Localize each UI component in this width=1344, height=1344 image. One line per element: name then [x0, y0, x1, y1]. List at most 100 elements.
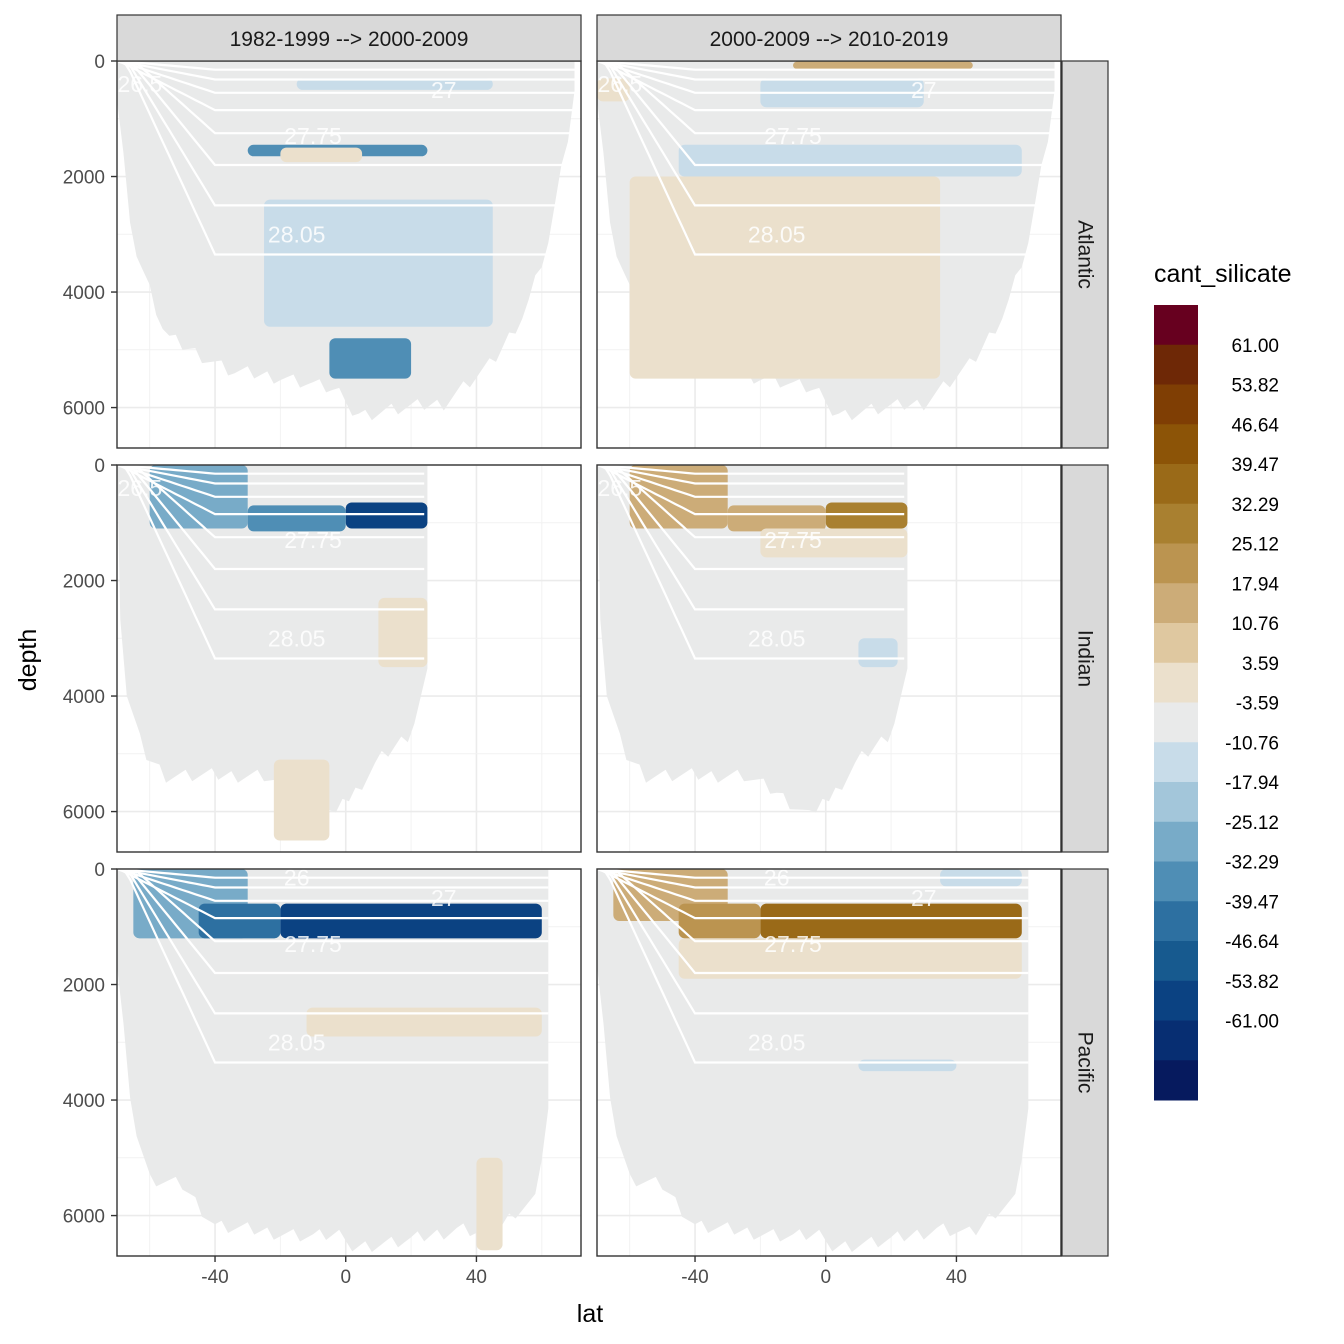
anomaly-feature [198, 903, 281, 939]
legend-label: 61.00 [1231, 336, 1279, 357]
panel-border [116, 868, 582, 1257]
legend-label: -53.82 [1225, 972, 1279, 993]
density-contour [597, 869, 1029, 975]
density-contour [597, 465, 905, 475]
density-contour [117, 465, 425, 660]
density-contour [597, 61, 1055, 94]
density-contour [117, 61, 575, 71]
anomaly-feature [760, 903, 1022, 939]
anomaly-feature [280, 147, 363, 163]
legend-swatch [1154, 1060, 1198, 1101]
density-contour [117, 465, 425, 485]
panel-atlantic-2: 27.75 28.05 27 26.5 [596, 60, 1062, 449]
x-tick-label: -40 [681, 1267, 708, 1288]
x-tick-label: 40 [466, 1267, 487, 1288]
contour-label: 26.5 [117, 475, 162, 501]
density-contour [597, 869, 1029, 920]
density-contour [597, 869, 1029, 1015]
anomaly-feature [858, 638, 898, 668]
section-base-fill [117, 465, 428, 813]
density-contour [597, 61, 1055, 256]
legend-label: 46.64 [1231, 415, 1279, 436]
legend-swatch [1154, 980, 1198, 1021]
density-contour [117, 61, 575, 81]
anomaly-feature [247, 505, 346, 532]
contour-label: 27.75 [284, 527, 342, 553]
contour-label: 26.5 [597, 475, 642, 501]
y-tick-label: 2000 [63, 976, 105, 997]
contour-label: 27.75 [284, 931, 342, 957]
contour-label: 28.05 [268, 1029, 326, 1055]
facet-strip-col-label: 1982-1999 --> 2000-2009 [230, 28, 469, 51]
legend-label: 17.94 [1231, 574, 1279, 595]
legend-swatch [1154, 821, 1198, 862]
legend-swatch [1154, 305, 1198, 346]
y-tick-label: 2000 [63, 572, 105, 593]
legend-label: -32.29 [1225, 853, 1279, 874]
section-base-fill [117, 869, 549, 1252]
density-contour [117, 869, 549, 902]
y-tick-label: 2000 [63, 168, 105, 189]
panel-pacific-2: 27 27.75 28.05 26 [596, 868, 1062, 1257]
contour-label: 27 [431, 885, 457, 911]
density-contour [117, 869, 549, 889]
legend-label: -61.00 [1225, 1012, 1279, 1033]
anomaly-feature [727, 505, 826, 532]
density-contour [597, 465, 905, 611]
density-contour [597, 869, 1029, 943]
legend-label: -10.76 [1225, 733, 1279, 754]
density-contour [597, 465, 905, 485]
density-contour [597, 465, 905, 516]
y-tick-label: 4000 [63, 1091, 105, 1112]
panel-pacific-1: 27 27.75 28.05 26 [116, 868, 582, 1257]
panel-indian-2: 27 27.75 28.05 26.5 [596, 464, 1062, 853]
contour-label: 28.05 [748, 1029, 806, 1055]
density-contour [597, 869, 1029, 879]
facet-strip-row [1061, 464, 1109, 853]
panels-layer: 27.7528.052726.527.7528.052726.52727.752… [116, 60, 1062, 1257]
legend-swatch [1154, 702, 1198, 743]
legend-swatch [1154, 1020, 1198, 1061]
density-contour [117, 61, 575, 135]
anomaly-feature [273, 759, 330, 841]
density-contour [597, 61, 1055, 167]
anomaly-feature [264, 199, 493, 327]
density-contour [117, 869, 549, 975]
anomaly-feature [629, 465, 728, 529]
facet-strip-col [596, 14, 1062, 62]
density-contour [117, 61, 575, 94]
facet-strip-col-label: 2000-2009 --> 2010-2019 [710, 28, 949, 51]
panel-atlantic-1: 27.75 28.05 27 26.5 [116, 60, 582, 449]
anomaly-feature [378, 597, 428, 668]
panel-border [596, 868, 1062, 1257]
x-tick-label: -40 [201, 1267, 228, 1288]
y-tick-label: 6000 [63, 803, 105, 824]
contour-label: 28.05 [748, 625, 806, 651]
density-contour [117, 465, 425, 475]
contour-label: 27 [911, 481, 937, 507]
legend-swatch [1154, 861, 1198, 902]
contour-label: 27.75 [764, 123, 822, 149]
density-contour [597, 61, 1055, 71]
facet-strip-row [1061, 60, 1109, 449]
y-tick-label: 6000 [63, 1207, 105, 1228]
density-contour [117, 869, 549, 920]
legend-swatch [1154, 464, 1198, 505]
legend-swatch [1154, 941, 1198, 982]
x-axis-title: lat [577, 1300, 603, 1328]
y-tick-label: 4000 [63, 283, 105, 304]
density-contour [597, 61, 1055, 135]
anomaly-feature [345, 502, 428, 529]
density-contour [117, 869, 549, 879]
contour-label: 28.05 [748, 221, 806, 247]
legend-swatch [1154, 543, 1198, 584]
density-contour [117, 465, 425, 516]
anomaly-feature [793, 61, 973, 70]
anomaly-feature [280, 903, 542, 939]
density-contour [597, 465, 905, 571]
contour-label: 27 [911, 77, 937, 103]
contour-label: 27 [431, 77, 457, 103]
contour-label: 28.05 [268, 221, 326, 247]
y-tick-label: 0 [94, 52, 105, 73]
